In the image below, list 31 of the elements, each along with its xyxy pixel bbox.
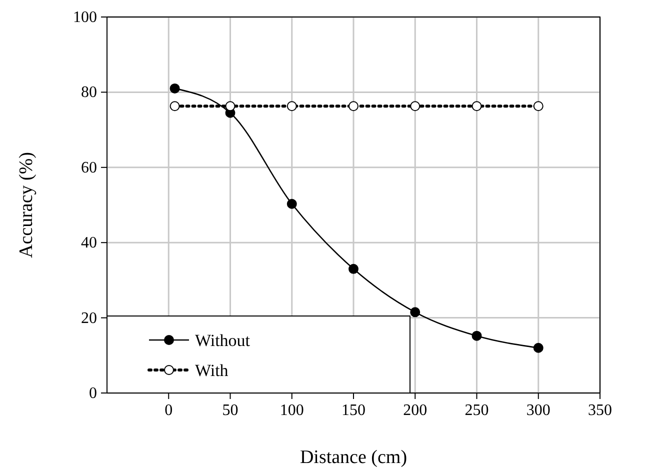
y-axis-title: Accuracy (%): [16, 152, 37, 258]
point: [472, 330, 482, 341]
y-tick-label: 80: [81, 84, 97, 102]
point: [286, 101, 297, 112]
x-tick-label: 350: [588, 402, 612, 419]
point: [225, 101, 236, 112]
point: [410, 101, 420, 112]
point: [410, 307, 420, 318]
point: [533, 342, 544, 353]
point: [348, 264, 358, 274]
x-tick-label: 300: [526, 402, 550, 419]
x-tick-label: 200: [403, 402, 428, 419]
legend-label: Without: [195, 331, 250, 350]
x-tick-label: 100: [280, 402, 304, 419]
point: [170, 101, 180, 112]
y-tick-label: 20: [81, 310, 97, 327]
y-tick-label: 40: [81, 234, 97, 252]
point: [286, 198, 297, 209]
point: [533, 101, 544, 112]
x-axis-title: Distance (cm): [300, 447, 408, 468]
point: [348, 101, 358, 112]
x-tick-label: 50: [222, 402, 238, 419]
x-tick-label: 250: [464, 402, 489, 419]
point: [472, 101, 482, 112]
point: [170, 83, 180, 94]
x-tick-label: 150: [342, 402, 366, 419]
y-tick-label: 100: [73, 9, 97, 26]
x-tick-label: 0: [164, 402, 173, 419]
legend-label: With: [195, 361, 229, 380]
y-tick-label: 0: [89, 385, 97, 402]
y-tick-label: 60: [81, 159, 97, 176]
